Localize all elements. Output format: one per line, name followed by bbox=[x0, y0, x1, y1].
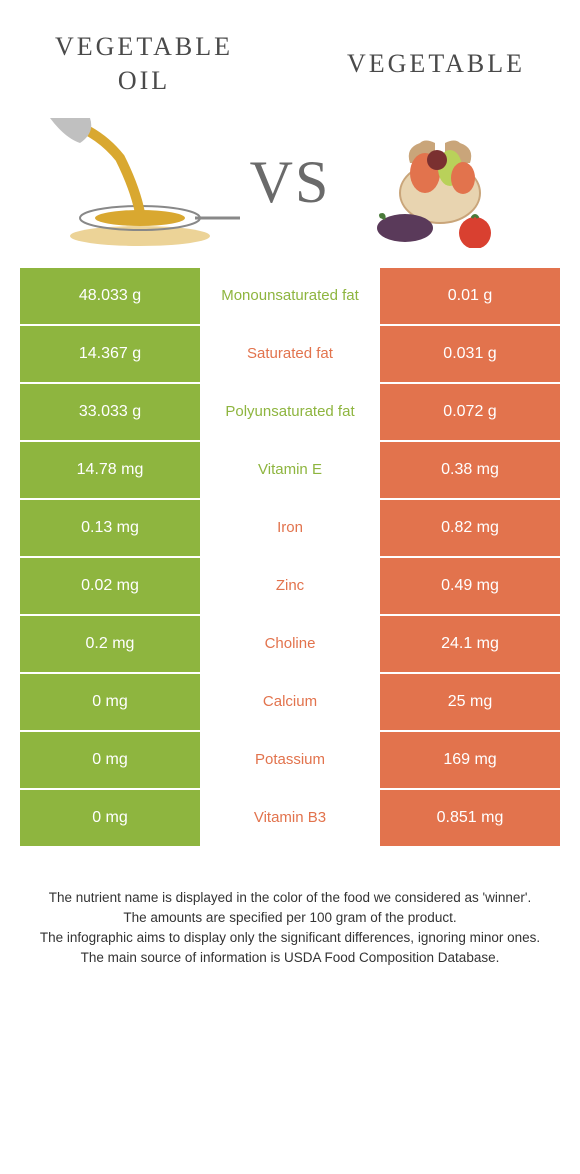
value-right: 25 mg bbox=[380, 674, 560, 730]
footer-line3: The infographic aims to display only the… bbox=[30, 928, 550, 948]
table-row: 14.78 mgVitamin E0.38 mg bbox=[20, 442, 560, 500]
vs-label: VS bbox=[250, 148, 331, 217]
value-right: 0.38 mg bbox=[380, 442, 560, 498]
value-left: 0 mg bbox=[20, 674, 200, 730]
value-right: 0.49 mg bbox=[380, 558, 560, 614]
footer-line1: The nutrient name is displayed in the co… bbox=[30, 888, 550, 908]
table-row: 48.033 gMonounsaturated fat0.01 g bbox=[20, 268, 560, 326]
footer-line2: The amounts are specified per 100 gram o… bbox=[30, 908, 550, 928]
nutrient-label: Choline bbox=[200, 616, 380, 672]
value-left: 0.2 mg bbox=[20, 616, 200, 672]
footer-notes: The nutrient name is displayed in the co… bbox=[0, 848, 580, 969]
table-row: 0 mgCalcium25 mg bbox=[20, 674, 560, 732]
value-right: 24.1 mg bbox=[380, 616, 560, 672]
value-right: 0.82 mg bbox=[380, 500, 560, 556]
value-right: 0.072 g bbox=[380, 384, 560, 440]
value-left: 48.033 g bbox=[20, 268, 200, 324]
value-right: 169 mg bbox=[380, 732, 560, 788]
oil-image bbox=[40, 118, 240, 248]
comparison-table: 48.033 gMonounsaturated fat0.01 g14.367 … bbox=[20, 268, 560, 848]
value-left: 14.367 g bbox=[20, 326, 200, 382]
table-row: 0.2 mgCholine24.1 mg bbox=[20, 616, 560, 674]
value-left: 14.78 mg bbox=[20, 442, 200, 498]
value-left: 0 mg bbox=[20, 790, 200, 846]
nutrient-label: Potassium bbox=[200, 732, 380, 788]
value-left: 0.13 mg bbox=[20, 500, 200, 556]
value-right: 0.01 g bbox=[380, 268, 560, 324]
value-left: 0 mg bbox=[20, 732, 200, 788]
footer-line4: The main source of information is USDA F… bbox=[30, 948, 550, 968]
table-row: 14.367 gSaturated fat0.031 g bbox=[20, 326, 560, 384]
title-left-line1: VEGETABLE bbox=[55, 32, 233, 61]
vegetable-image bbox=[340, 118, 540, 248]
value-right: 0.031 g bbox=[380, 326, 560, 382]
header: VEGETABLE OIL VEGETABLE bbox=[0, 0, 580, 108]
nutrient-label: Polyunsaturated fat bbox=[200, 384, 380, 440]
table-row: 0.13 mgIron0.82 mg bbox=[20, 500, 560, 558]
nutrient-label: Vitamin B3 bbox=[200, 790, 380, 846]
nutrient-label: Saturated fat bbox=[200, 326, 380, 382]
title-right-text: VEGETABLE bbox=[347, 49, 525, 78]
nutrient-label: Monounsaturated fat bbox=[200, 268, 380, 324]
title-right: VEGETABLE bbox=[347, 47, 525, 81]
table-row: 0 mgPotassium169 mg bbox=[20, 732, 560, 790]
nutrient-label: Iron bbox=[200, 500, 380, 556]
table-row: 33.033 gPolyunsaturated fat0.072 g bbox=[20, 384, 560, 442]
image-row: VS bbox=[0, 108, 580, 268]
title-left-line2: OIL bbox=[118, 66, 170, 95]
value-left: 0.02 mg bbox=[20, 558, 200, 614]
value-left: 33.033 g bbox=[20, 384, 200, 440]
nutrient-label: Vitamin E bbox=[200, 442, 380, 498]
value-right: 0.851 mg bbox=[380, 790, 560, 846]
nutrient-label: Calcium bbox=[200, 674, 380, 730]
table-row: 0.02 mgZinc0.49 mg bbox=[20, 558, 560, 616]
table-row: 0 mgVitamin B30.851 mg bbox=[20, 790, 560, 848]
title-left: VEGETABLE OIL bbox=[55, 30, 233, 98]
nutrient-label: Zinc bbox=[200, 558, 380, 614]
